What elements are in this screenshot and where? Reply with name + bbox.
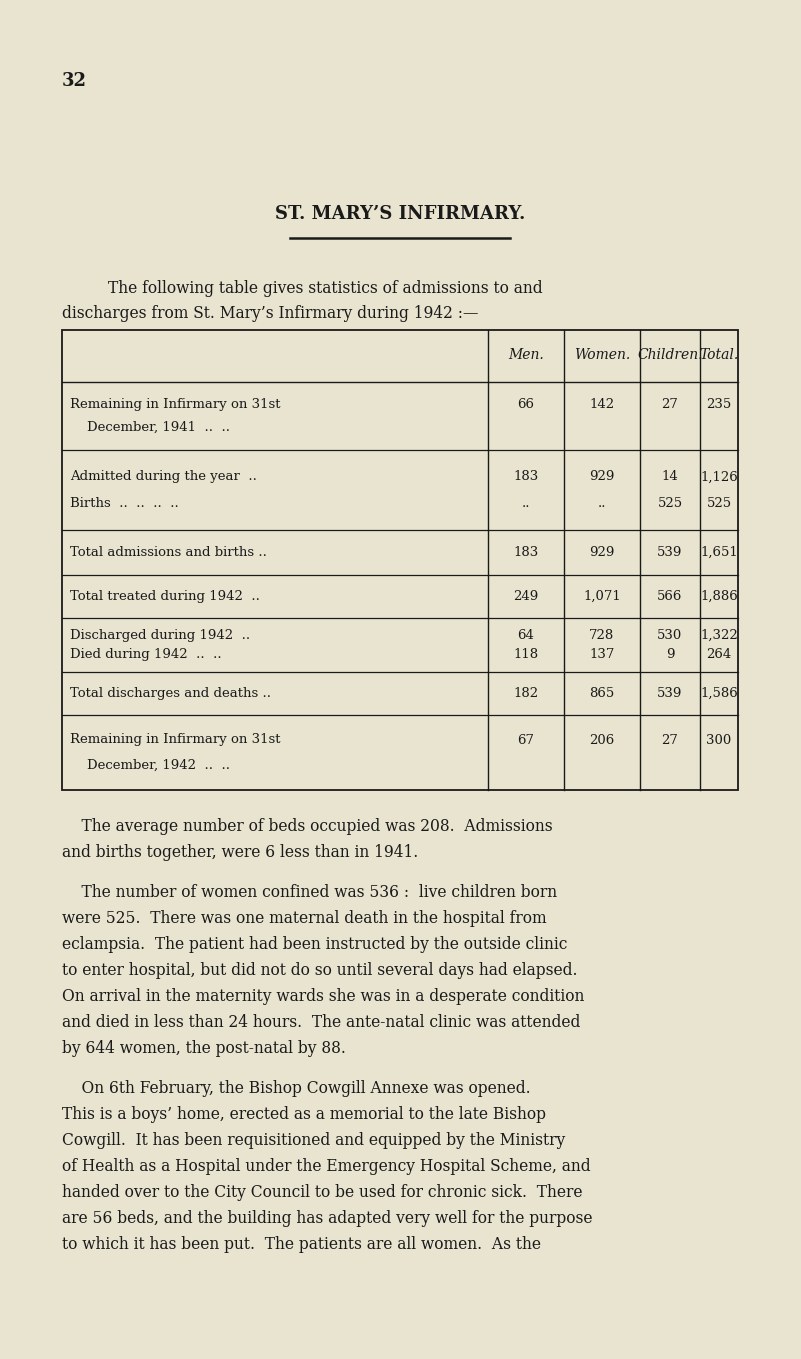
Text: 182: 182 — [513, 688, 538, 700]
Text: 1,126: 1,126 — [700, 470, 738, 484]
Text: 1,586: 1,586 — [700, 688, 738, 700]
Text: 235: 235 — [706, 398, 731, 410]
Text: 249: 249 — [513, 590, 538, 603]
Text: and died in less than 24 hours.  The ante-natal clinic was attended: and died in less than 24 hours. The ante… — [62, 1014, 581, 1031]
Text: December, 1942  ..  ..: December, 1942 .. .. — [70, 758, 230, 772]
Text: 137: 137 — [590, 648, 614, 660]
Text: Women.: Women. — [574, 348, 630, 361]
Text: eclampsia.  The patient had been instructed by the outside clinic: eclampsia. The patient had been instruct… — [62, 936, 567, 953]
Text: ..: .. — [598, 496, 606, 510]
Text: 118: 118 — [513, 648, 538, 660]
Text: The average number of beds occupied was 208.  Admissions: The average number of beds occupied was … — [62, 818, 553, 834]
Text: On 6th February, the Bishop Cowgill Annexe was opened.: On 6th February, the Bishop Cowgill Anne… — [62, 1080, 530, 1097]
Text: are 56 beds, and the building has adapted very well for the purpose: are 56 beds, and the building has adapte… — [62, 1210, 593, 1227]
Text: 929: 929 — [590, 546, 614, 559]
Text: 525: 525 — [658, 496, 682, 510]
Text: 14: 14 — [662, 470, 678, 484]
Text: Children.: Children. — [638, 348, 702, 361]
Text: 9: 9 — [666, 648, 674, 660]
Text: 566: 566 — [658, 590, 682, 603]
Text: ST. MARY’S INFIRMARY.: ST. MARY’S INFIRMARY. — [275, 205, 525, 223]
Text: 1,651: 1,651 — [700, 546, 738, 559]
Text: Remaining in Infirmary on 31st: Remaining in Infirmary on 31st — [70, 398, 280, 410]
Text: discharges from St. Mary’s Infirmary during 1942 :—: discharges from St. Mary’s Infirmary dur… — [62, 304, 478, 322]
Text: 539: 539 — [658, 546, 682, 559]
Text: 728: 728 — [590, 629, 614, 641]
Text: of Health as a Hospital under the Emergency Hospital Scheme, and: of Health as a Hospital under the Emerge… — [62, 1158, 590, 1176]
Text: On arrival in the maternity wards she was in a desperate condition: On arrival in the maternity wards she wa… — [62, 988, 585, 1006]
Text: Discharged during 1942  ..: Discharged during 1942 .. — [70, 629, 250, 641]
Text: The number of women confined was 536 :  live children born: The number of women confined was 536 : l… — [62, 883, 557, 901]
Text: December, 1941  ..  ..: December, 1941 .. .. — [70, 421, 230, 434]
Text: 1,886: 1,886 — [700, 590, 738, 603]
Text: The following table gives statistics of admissions to and: The following table gives statistics of … — [108, 280, 542, 298]
Text: 66: 66 — [517, 398, 534, 410]
Text: 1,322: 1,322 — [700, 629, 738, 641]
Text: were 525.  There was one maternal death in the hospital from: were 525. There was one maternal death i… — [62, 911, 546, 927]
Text: Total discharges and deaths ..: Total discharges and deaths .. — [70, 688, 271, 700]
Text: 530: 530 — [658, 629, 682, 641]
Text: This is a boys’ home, erected as a memorial to the late Bishop: This is a boys’ home, erected as a memor… — [62, 1106, 546, 1123]
Text: 27: 27 — [662, 734, 678, 746]
Text: 929: 929 — [590, 470, 614, 484]
Text: Admitted during the year  ..: Admitted during the year .. — [70, 470, 257, 484]
Text: Total admissions and births ..: Total admissions and births .. — [70, 546, 267, 559]
Text: 142: 142 — [590, 398, 614, 410]
Text: 264: 264 — [706, 648, 731, 660]
Text: 27: 27 — [662, 398, 678, 410]
Text: 32: 32 — [62, 72, 87, 90]
Text: Men.: Men. — [508, 348, 544, 361]
Text: 300: 300 — [706, 734, 731, 746]
Text: handed over to the City Council to be used for chronic sick.  There: handed over to the City Council to be us… — [62, 1184, 582, 1201]
Text: ..: .. — [521, 496, 530, 510]
Text: 183: 183 — [513, 470, 538, 484]
Text: Remaining in Infirmary on 31st: Remaining in Infirmary on 31st — [70, 734, 280, 746]
Text: by 644 women, the post-natal by 88.: by 644 women, the post-natal by 88. — [62, 1040, 346, 1057]
Text: Total treated during 1942  ..: Total treated during 1942 .. — [70, 590, 260, 603]
Text: to which it has been put.  The patients are all women.  As the: to which it has been put. The patients a… — [62, 1235, 541, 1253]
Text: 1,071: 1,071 — [583, 590, 621, 603]
Text: 539: 539 — [658, 688, 682, 700]
Text: 525: 525 — [706, 496, 731, 510]
Text: Total.: Total. — [699, 348, 739, 361]
Text: Cowgill.  It has been requisitioned and equipped by the Ministry: Cowgill. It has been requisitioned and e… — [62, 1132, 566, 1148]
Text: 67: 67 — [517, 734, 534, 746]
Text: Births  ..  ..  ..  ..: Births .. .. .. .. — [70, 496, 179, 510]
Text: 183: 183 — [513, 546, 538, 559]
Text: 206: 206 — [590, 734, 614, 746]
Text: 64: 64 — [517, 629, 534, 641]
Text: Died during 1942  ..  ..: Died during 1942 .. .. — [70, 648, 222, 660]
Text: and births together, were 6 less than in 1941.: and births together, were 6 less than in… — [62, 844, 418, 862]
Text: 865: 865 — [590, 688, 614, 700]
Bar — [62, 330, 738, 790]
Text: to enter hospital, but did not do so until several days had elapsed.: to enter hospital, but did not do so unt… — [62, 962, 578, 978]
